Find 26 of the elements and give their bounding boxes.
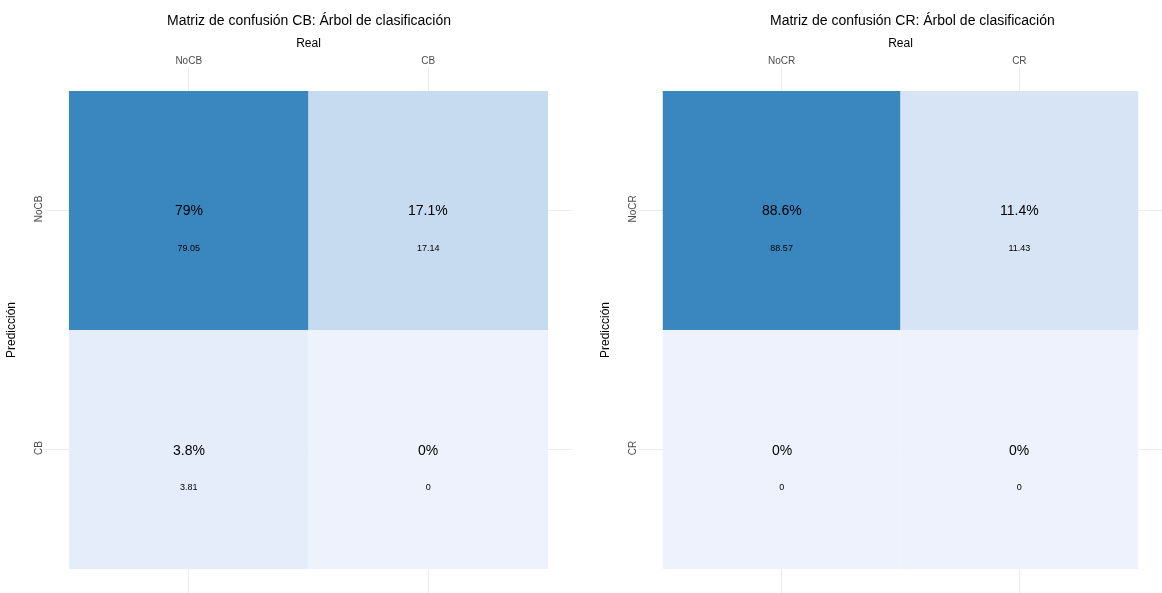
annotation: 11.4%: [1000, 202, 1039, 218]
annotation: 17.1%: [408, 202, 448, 218]
annotation: 88.6%: [762, 202, 802, 218]
data-label: 0: [425, 482, 431, 493]
y-axis-title: Predicción: [4, 301, 19, 359]
chart-title: Matriz de confusión CR: Árbol de clasificación: [770, 12, 1055, 28]
annotation: 0%: [1009, 442, 1030, 458]
data-label: 0: [1016, 482, 1022, 493]
annotation: 79%: [175, 202, 204, 218]
x-tick-label: CR: [1012, 55, 1027, 66]
annotation: 0%: [772, 442, 793, 458]
x-axis-title: Real: [888, 36, 913, 51]
data-label: 17.14: [417, 242, 440, 253]
x-tick-label: NoCR: [768, 55, 796, 66]
annotation: 0%: [418, 442, 439, 458]
data-label: 79.05: [177, 242, 200, 253]
data-label: 0: [779, 482, 785, 493]
y-axis-title: Predicción: [598, 301, 613, 359]
x-axis-title: Real: [296, 36, 321, 51]
chart-title: Matriz de confusión CB: Árbol de clasificación: [167, 12, 452, 28]
data-label: 88.57: [770, 242, 793, 253]
x-tick-label: NoCB: [175, 55, 203, 66]
x-tick-label: CB: [421, 55, 436, 66]
data-label: 3.81: [179, 482, 198, 493]
data-label: 11.43: [1008, 242, 1031, 253]
annotation: 3.8%: [173, 442, 205, 458]
